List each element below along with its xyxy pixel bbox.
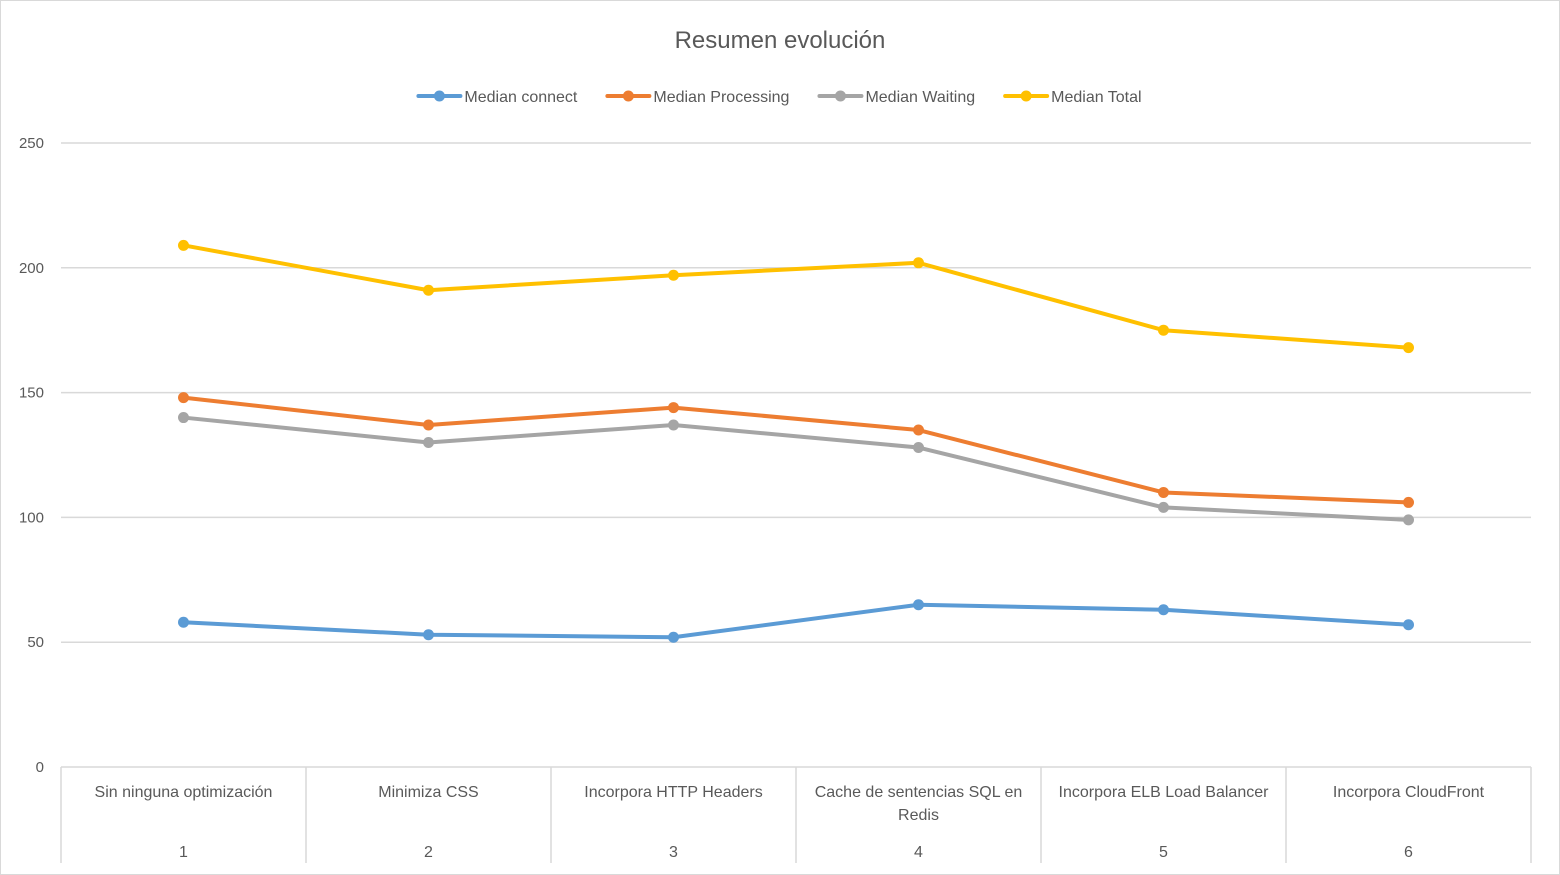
y-tick-label: 0: [36, 759, 44, 776]
legend-item: Median Total: [1003, 89, 1142, 106]
legend-item: Median Processing: [605, 89, 789, 106]
x-category-label: Redis: [898, 807, 939, 824]
data-point: [1403, 514, 1414, 526]
x-category-label: Minimiza CSS: [378, 784, 478, 801]
data-point: [1403, 496, 1414, 508]
series-group: [178, 239, 1414, 643]
legend-swatch-marker: [1020, 90, 1032, 102]
data-point: [178, 412, 189, 424]
data-point: [913, 442, 924, 454]
x-category-label: Cache de sentencias SQL en: [815, 784, 1023, 801]
data-point: [913, 599, 924, 611]
y-tick-label: 150: [19, 385, 44, 402]
legend-swatch-marker: [622, 90, 634, 102]
data-point: [668, 631, 679, 643]
data-point: [913, 257, 924, 269]
x-category-index: 2: [424, 844, 433, 861]
y-axis: 0 50 100 150 200 250: [19, 135, 44, 776]
legend: Median connect Median Processing Median Wa…: [416, 89, 1142, 106]
legend-label: Median Total: [1051, 89, 1141, 106]
data-point: [178, 392, 189, 404]
data-point: [668, 269, 679, 281]
series-line: [181, 395, 1411, 505]
y-tick-label: 100: [19, 509, 44, 526]
data-point: [1403, 342, 1414, 354]
x-category-label: Incorpora CloudFront: [1333, 784, 1485, 801]
series-line: [181, 602, 1411, 640]
x-category-label: Incorpora HTTP Headers: [584, 784, 762, 801]
data-point: [1158, 604, 1169, 616]
x-category-index: 5: [1159, 844, 1168, 861]
x-category-label: Sin ninguna optimización: [95, 784, 273, 801]
x-category-index: 1: [179, 844, 188, 861]
data-point: [1158, 501, 1169, 513]
x-category-index: 4: [914, 844, 923, 861]
data-point: [423, 419, 434, 431]
legend-label: Median connect: [464, 89, 578, 106]
series-line: [181, 415, 1411, 522]
series-2: [178, 412, 1414, 526]
x-category-label: Incorpora ELB Load Balancer: [1059, 784, 1270, 801]
data-point: [1403, 619, 1414, 631]
data-point: [423, 284, 434, 296]
data-point: [178, 616, 189, 628]
series-0: [178, 599, 1414, 643]
series-1: [178, 392, 1414, 508]
legend-swatch-marker: [834, 90, 846, 102]
x-category-index: 3: [669, 844, 678, 861]
series-3: [178, 239, 1414, 354]
gridlines: [61, 142, 1531, 768]
legend-swatch-marker: [433, 90, 445, 102]
data-point: [1158, 324, 1169, 336]
data-point: [423, 437, 434, 449]
legend-label: Median Processing: [653, 89, 789, 106]
data-point: [668, 419, 679, 431]
chart-title: Resumen evolución: [675, 27, 886, 54]
legend-label: Median Waiting: [865, 89, 975, 106]
data-point: [423, 629, 434, 641]
legend-item: Median connect: [416, 89, 578, 106]
y-tick-label: 250: [19, 135, 44, 152]
series-line: [181, 243, 1411, 350]
data-point: [668, 402, 679, 414]
y-tick-label: 50: [27, 634, 44, 651]
y-tick-label: 200: [19, 260, 44, 277]
data-point: [178, 239, 189, 251]
data-point: [913, 424, 924, 436]
x-category-index: 6: [1404, 844, 1413, 861]
legend-item: Median Waiting: [817, 89, 975, 106]
data-point: [1158, 486, 1169, 498]
x-axis: Sin ninguna optimización 1 Minimiza CSS 2 In…: [60, 767, 1532, 863]
